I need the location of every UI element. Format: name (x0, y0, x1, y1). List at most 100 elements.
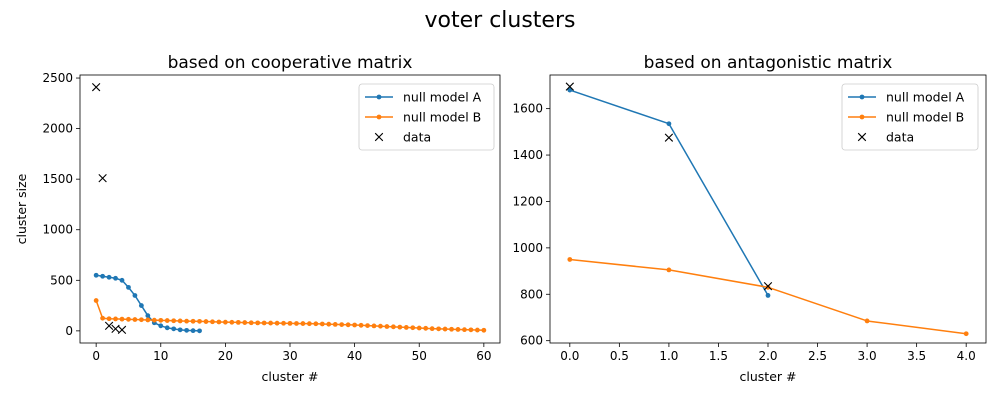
x-tick-label: 2.0 (758, 349, 777, 363)
y-tick-label: 2500 (42, 71, 73, 85)
data-point-null-model-b (300, 321, 306, 326)
y-tick-label: 1000 (42, 223, 73, 237)
data-point-null-model-b (313, 321, 319, 327)
plot-frame (79, 74, 501, 344)
legend-box (358, 83, 495, 151)
data-point-null-model-b (410, 325, 416, 331)
data-point-null-model-b (864, 318, 870, 324)
x-tick-label: 0 (92, 349, 100, 363)
data-point-null-model-a (171, 326, 177, 332)
data-point-null-model-b (384, 324, 390, 329)
x-tick-label: 3.5 (907, 349, 926, 363)
legend: null model A null model B data (358, 83, 495, 151)
chart-title: based on antagonistic matrix (644, 53, 893, 73)
data-point-null-model-b (171, 318, 177, 324)
data-point-null-model-b (210, 319, 215, 325)
data-point-null-model-b (113, 316, 118, 322)
x-axis-label: cluster # (740, 369, 797, 384)
legend-swatch-x-data (857, 132, 867, 142)
y-tick-label: 500 (50, 273, 73, 287)
data-point-null-model-b (468, 327, 474, 333)
data-point-null-model-a (765, 293, 771, 298)
legend-swatch-dot-null-model-b (376, 114, 382, 120)
y-tick-label: 0 (65, 324, 73, 338)
data-point-null-model-b (416, 325, 422, 331)
data-point-null-model-b (319, 321, 325, 327)
data-point-null-model-b (281, 320, 286, 326)
data-point-null-model-b (119, 316, 125, 322)
x-tick-label: 60 (476, 349, 491, 363)
data-point-null-model-b (326, 321, 332, 327)
data-point-null-model-b (345, 322, 351, 328)
x-tick-label: 2.5 (808, 349, 827, 363)
data-point-null-model-b (449, 326, 454, 332)
data-point-null-model-b (481, 327, 487, 333)
x-tick-label: 0.5 (610, 349, 629, 363)
data-point-null-model-b (222, 319, 228, 325)
data-point-null-model-a (106, 274, 112, 280)
data-point-null-model-b (177, 318, 183, 324)
x-tick-label: 40 (347, 349, 362, 363)
data-point-null-model-a (164, 325, 170, 331)
data-point-null-model-b (765, 284, 771, 290)
data-point-null-model-b (332, 321, 338, 327)
data-point-null-model-a (197, 328, 202, 334)
data-point-null-model-b (248, 320, 254, 326)
data-point-null-model-b (474, 327, 480, 333)
data-point-null-model-a (93, 272, 99, 278)
data-point-null-model-b (138, 317, 144, 323)
figure-suptitle: voter clusters (425, 8, 576, 33)
data-point-null-model-b (287, 320, 293, 326)
x-tick-label: 1.5 (709, 349, 728, 363)
data-point-null-model-a (132, 293, 138, 298)
data-point-null-model-a (145, 313, 151, 319)
data-point-null-model-b (229, 319, 235, 325)
x-tick-label: 0.0 (560, 349, 579, 363)
data-point-null-model-a (100, 273, 106, 279)
y-tick-label: 2000 (42, 122, 73, 136)
data-point-null-model-b (100, 315, 106, 321)
data-point-null-model-b (197, 318, 202, 324)
data-point-null-model-b (306, 321, 312, 327)
data-point-null-model-b (455, 327, 461, 332)
x-tick-label: 4.0 (957, 349, 976, 363)
data-point-data (565, 82, 575, 91)
legend-label-data: data (886, 130, 914, 145)
data-point-null-model-b (397, 324, 403, 330)
series-line-null-model-b (95, 300, 484, 332)
data-point-null-model-b (268, 320, 274, 326)
legend-label-null-model-a: null model A (403, 90, 482, 105)
legend-label-null-model-b: null model B (403, 110, 481, 125)
legend-label-null-model-b: null model B (886, 110, 964, 125)
x-axis-label: cluster # (262, 369, 319, 384)
data-point-null-model-b (462, 327, 467, 333)
data-point-null-model-b (567, 257, 573, 262)
legend-label-null-model-a: null model A (886, 90, 965, 105)
x-tick-label: 3.0 (858, 349, 877, 363)
data-point-null-model-b (339, 322, 345, 327)
data-point-null-model-b (106, 316, 112, 322)
data-point-null-model-b (255, 320, 261, 326)
x-tick-label: 50 (412, 349, 427, 363)
antagonistic-chart-panel: based on antagonistic matrix 0.0 0.5 1.0 1.5… (512, 53, 987, 384)
plot-data-area (565, 82, 969, 337)
data-point-null-model-b (358, 322, 364, 328)
legend-swatch-dot-null-model-b (859, 114, 865, 120)
legend-box (841, 83, 979, 151)
data-point-null-model-b (93, 298, 99, 303)
data-point-null-model-b (436, 326, 442, 332)
y-tick-label: 1400 (512, 148, 543, 162)
data-point-null-model-a (113, 275, 118, 281)
y-tick-label: 1000 (512, 241, 543, 255)
data-point-data (104, 321, 114, 330)
y-tick-label: 800 (520, 287, 543, 301)
chart-title: based on cooperative matrix (168, 53, 413, 73)
data-point-data (664, 133, 674, 142)
data-point-data (763, 281, 773, 291)
data-point-null-model-a (126, 284, 131, 290)
data-point-null-model-b (235, 319, 241, 325)
legend-swatch-x-data (374, 132, 384, 142)
data-point-null-model-b (274, 320, 280, 326)
data-point-null-model-b (145, 317, 151, 323)
